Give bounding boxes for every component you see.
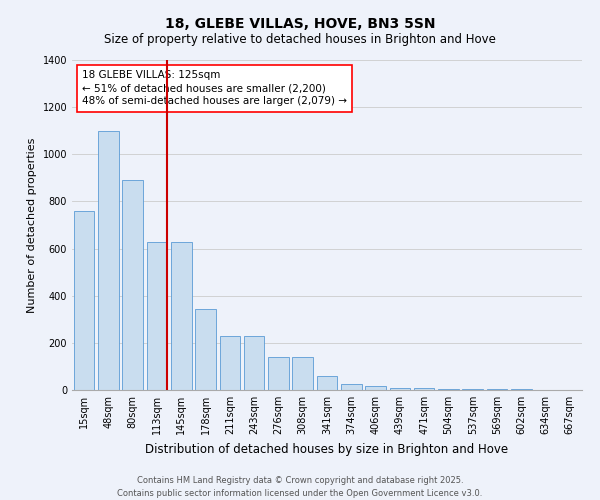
Bar (146, 242, 167, 390)
Bar (389, 388, 410, 390)
Bar (365, 386, 386, 390)
Bar (414, 388, 434, 390)
Bar (463, 389, 483, 390)
Bar (122, 180, 143, 390)
Text: Size of property relative to detached houses in Brighton and Hove: Size of property relative to detached ho… (104, 32, 496, 46)
Bar (268, 357, 289, 390)
Bar (244, 336, 265, 390)
Bar (317, 376, 337, 390)
Text: 18 GLEBE VILLAS: 125sqm
← 51% of detached houses are smaller (2,200)
48% of semi: 18 GLEBE VILLAS: 125sqm ← 51% of detache… (82, 70, 347, 106)
Bar (74, 211, 94, 390)
Bar (195, 308, 216, 390)
Bar (171, 242, 191, 390)
Text: 18, GLEBE VILLAS, HOVE, BN3 5SN: 18, GLEBE VILLAS, HOVE, BN3 5SN (165, 18, 435, 32)
Bar (292, 357, 313, 390)
Bar (341, 384, 362, 390)
X-axis label: Distribution of detached houses by size in Brighton and Hove: Distribution of detached houses by size … (145, 442, 509, 456)
Text: Contains HM Land Registry data © Crown copyright and database right 2025.
Contai: Contains HM Land Registry data © Crown c… (118, 476, 482, 498)
Bar (98, 130, 119, 390)
Y-axis label: Number of detached properties: Number of detached properties (27, 138, 37, 312)
Bar (220, 336, 240, 390)
Bar (438, 389, 459, 390)
